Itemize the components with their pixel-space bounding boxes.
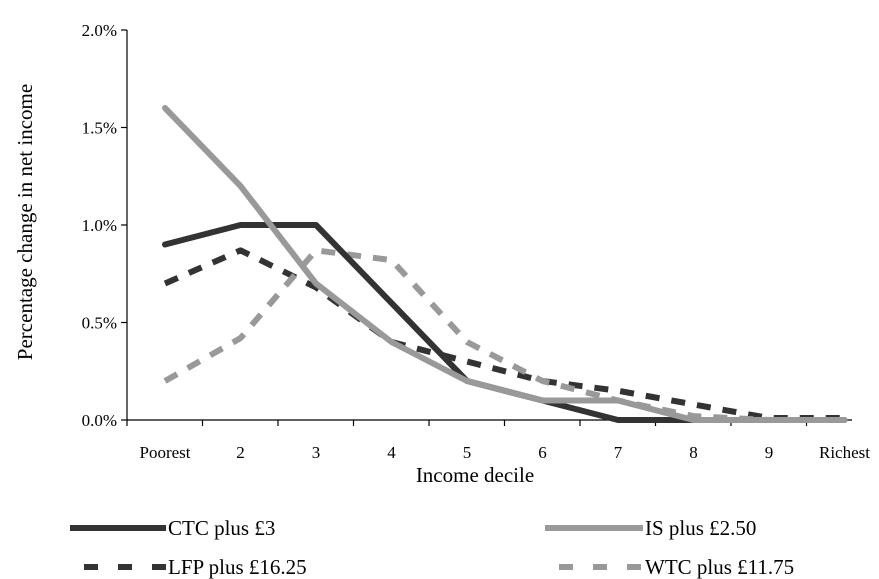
legend-entry-1: IS plus £2.50 <box>545 516 756 540</box>
x-tick-label: 6 <box>538 443 547 462</box>
y-tick-label: 2.0% <box>82 21 117 40</box>
chart-legend: CTC plus £3 IS plus £2.50 LFP plus £16.25 W… <box>70 516 794 579</box>
x-tick-label: 5 <box>463 443 472 462</box>
series-line-1 <box>162 105 848 423</box>
series-lines <box>162 105 848 423</box>
x-tick-label: 7 <box>614 443 623 462</box>
x-tick-label: 3 <box>312 443 321 462</box>
x-tick-label: Poorest <box>140 443 191 462</box>
x-tick-label: 4 <box>387 443 396 462</box>
x-axis-title: Income decile <box>416 463 534 487</box>
y-tick-label: 0.0% <box>82 411 117 430</box>
legend-label: IS plus £2.50 <box>645 516 756 540</box>
y-tick-label: 0.5% <box>82 314 117 333</box>
x-tick-label: 8 <box>689 443 698 462</box>
x-tick-label: 9 <box>765 443 774 462</box>
y-tick-label: 1.5% <box>82 119 117 138</box>
legend-entry-2: LFP plus £16.25 <box>84 555 307 579</box>
y-axis-title: Percentage change in net income <box>13 84 37 360</box>
series-line-3 <box>163 247 845 423</box>
legend-entry-0: CTC plus £3 <box>70 516 275 540</box>
y-axis-ticks: 0.0% 0.5% 1.0% 1.5% 2.0% <box>82 21 127 430</box>
series-line-2 <box>163 247 845 422</box>
x-tick-label: 2 <box>236 443 245 462</box>
x-tick-label: Richest <box>819 443 870 462</box>
legend-label: WTC plus £11.75 <box>645 555 794 579</box>
legend-label: LFP plus £16.25 <box>168 555 307 579</box>
legend-entry-3: WTC plus £11.75 <box>559 555 794 579</box>
x-axis-ticks: Poorest 2 3 4 5 6 7 8 9 Richest <box>126 420 870 462</box>
y-tick-label: 1.0% <box>82 216 117 235</box>
legend-label: CTC plus £3 <box>168 516 275 540</box>
